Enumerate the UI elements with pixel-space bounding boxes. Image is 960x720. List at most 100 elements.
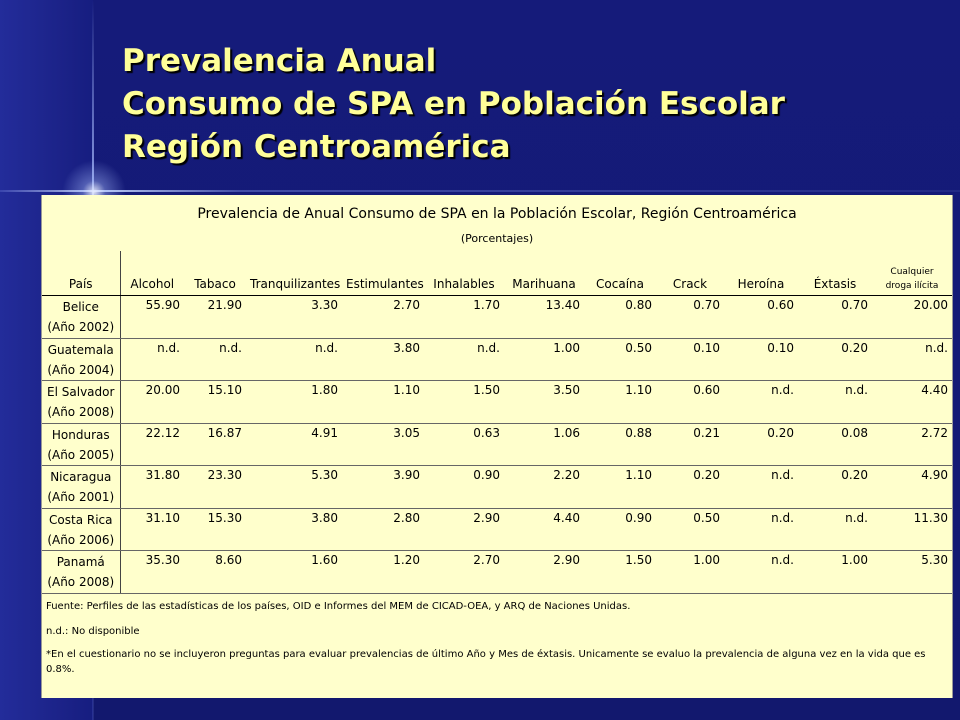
country-cell: Panamá (Año 2008) [42, 550, 121, 594]
value-cell: 0.80 [584, 295, 656, 339]
value-cell: 1.70 [424, 295, 504, 339]
value-cell: 3.90 [342, 465, 424, 509]
country-name: Costa Rica [49, 512, 113, 527]
country-name: Honduras [51, 427, 110, 442]
country-name: Belice [62, 300, 99, 314]
country-cell: Guatemala (Año 2004) [42, 338, 121, 381]
value-cell: 2.70 [342, 295, 424, 339]
value-cell: 0.90 [424, 465, 504, 509]
value-cell: 3.50 [504, 380, 584, 424]
header-cell: País [42, 251, 121, 296]
value-cell: n.d. [798, 380, 872, 424]
value-cell: n.d. [724, 508, 798, 551]
country-year: (Año 2004) [47, 362, 115, 377]
value-cell: 55.90 [120, 295, 184, 339]
value-cell: 3.80 [342, 338, 424, 381]
value-cell: 2.72 [872, 423, 952, 466]
value-cell: 0.10 [724, 338, 798, 381]
slide-title-line-2: Consumo de SPA en Población Escolar [122, 86, 785, 122]
header-cell: Cocaína [584, 251, 656, 296]
value-cell: 20.00 [872, 295, 952, 339]
value-cell: 16.87 [184, 423, 246, 466]
decorative-horizontal-line [0, 190, 960, 192]
header-cell: Heroína [724, 251, 798, 296]
table-row: Honduras (Año 2005) 22.12 16.87 4.91 3.05 0.63… [42, 423, 952, 466]
table-row: Costa Rica (Año 2006) 31.10 15.30 3.80 2.80 2.… [42, 508, 952, 551]
value-cell: 1.10 [584, 465, 656, 509]
value-cell: 4.90 [872, 465, 952, 509]
country-name: El Salvador [47, 385, 115, 399]
header-cell: Inhalables [424, 251, 504, 296]
value-cell: 31.80 [120, 465, 184, 509]
country-cell: Costa Rica (Año 2006) [42, 508, 121, 551]
value-cell: 0.20 [724, 423, 798, 466]
value-cell: 1.50 [584, 550, 656, 594]
value-cell: 0.20 [798, 465, 872, 509]
value-cell: 22.12 [120, 423, 184, 466]
value-cell: 35.30 [120, 550, 184, 594]
value-cell: 1.06 [504, 423, 584, 466]
value-cell: 1.00 [504, 338, 584, 381]
value-cell: 5.30 [872, 550, 952, 594]
slide-title: Prevalencia Anual Consumo de SPA en Pobl… [122, 40, 942, 169]
value-cell: 0.10 [656, 338, 724, 381]
header-label-line: Cualquier [890, 267, 934, 277]
value-cell: 5.30 [246, 465, 342, 509]
value-cell: 0.63 [424, 423, 504, 466]
value-cell: 2.80 [342, 508, 424, 551]
value-cell: 2.90 [424, 508, 504, 551]
value-cell: 3.30 [246, 295, 342, 339]
country-cell: Nicaragua (Año 2001) [42, 465, 121, 509]
country-cell: El Salvador (Año 2008) [42, 380, 121, 424]
value-cell: n.d. [184, 338, 246, 381]
slide-title-line-1: Prevalencia Anual [122, 43, 437, 79]
value-cell: 1.50 [424, 380, 504, 424]
value-cell: 4.40 [872, 380, 952, 424]
table-row: Belice (Año 2002) 55.90 21.90 3.30 2.70 1.70 13… [42, 295, 952, 339]
table-title: Prevalencia de Anual Consumo de SPA en l… [197, 206, 797, 222]
value-cell: 0.60 [724, 295, 798, 339]
header-cell: Estimulantes [342, 251, 424, 296]
country-year: (Año 2001) [47, 490, 115, 504]
value-cell: 0.20 [656, 465, 724, 509]
value-cell: 1.00 [656, 550, 724, 594]
value-cell: n.d. [724, 465, 798, 509]
country-year: (Año 2002) [47, 320, 115, 334]
value-cell: 0.90 [584, 508, 656, 551]
value-cell: 15.30 [184, 508, 246, 551]
header-label-line: droga ilícita [885, 281, 939, 291]
prevalence-table: País Alcohol Tabaco Tranquilizantes Esti… [42, 251, 952, 594]
value-cell: 8.60 [184, 550, 246, 594]
value-cell: n.d. [120, 338, 184, 381]
table-row: Guatemala (Año 2004) n.d. n.d. n.d. 3.80 n.d. 1… [42, 338, 952, 381]
value-cell: 0.60 [656, 380, 724, 424]
value-cell: 0.70 [798, 295, 872, 339]
value-cell: 11.30 [872, 508, 952, 551]
value-cell: 0.50 [656, 508, 724, 551]
country-name: Guatemala [47, 342, 114, 357]
value-cell: 13.40 [504, 295, 584, 339]
value-cell: 1.00 [798, 550, 872, 594]
country-year: (Año 2006) [47, 532, 115, 547]
value-cell: 0.50 [584, 338, 656, 381]
value-cell: 1.10 [342, 380, 424, 424]
source-note: Fuente: Perfiles de las estadísticas de … [46, 601, 631, 612]
value-cell: n.d. [246, 338, 342, 381]
country-cell: Belice (Año 2002) [42, 295, 121, 339]
value-cell: 31.10 [120, 508, 184, 551]
value-cell: 3.05 [342, 423, 424, 466]
country-year: (Año 2008) [47, 405, 115, 419]
table-row: Panamá (Año 2008) 35.30 8.60 1.60 1.20 2.70 2.9… [42, 550, 952, 594]
table-panel: Prevalencia de Anual Consumo de SPA en l… [41, 195, 953, 698]
value-cell: 20.00 [120, 380, 184, 424]
table-row: El Salvador (Año 2008) 20.00 15.10 1.80 1.10 1… [42, 380, 952, 424]
value-cell: 1.10 [584, 380, 656, 424]
header-cell: Crack [656, 251, 724, 296]
value-cell: 2.70 [424, 550, 504, 594]
table-notes: Fuente: Perfiles de las estadísticas de … [46, 599, 946, 677]
country-name: Panamá [56, 555, 105, 569]
value-cell: 0.88 [584, 423, 656, 466]
value-cell: 4.91 [246, 423, 342, 466]
value-cell: 23.30 [184, 465, 246, 509]
header-cell: Alcohol [120, 251, 184, 296]
